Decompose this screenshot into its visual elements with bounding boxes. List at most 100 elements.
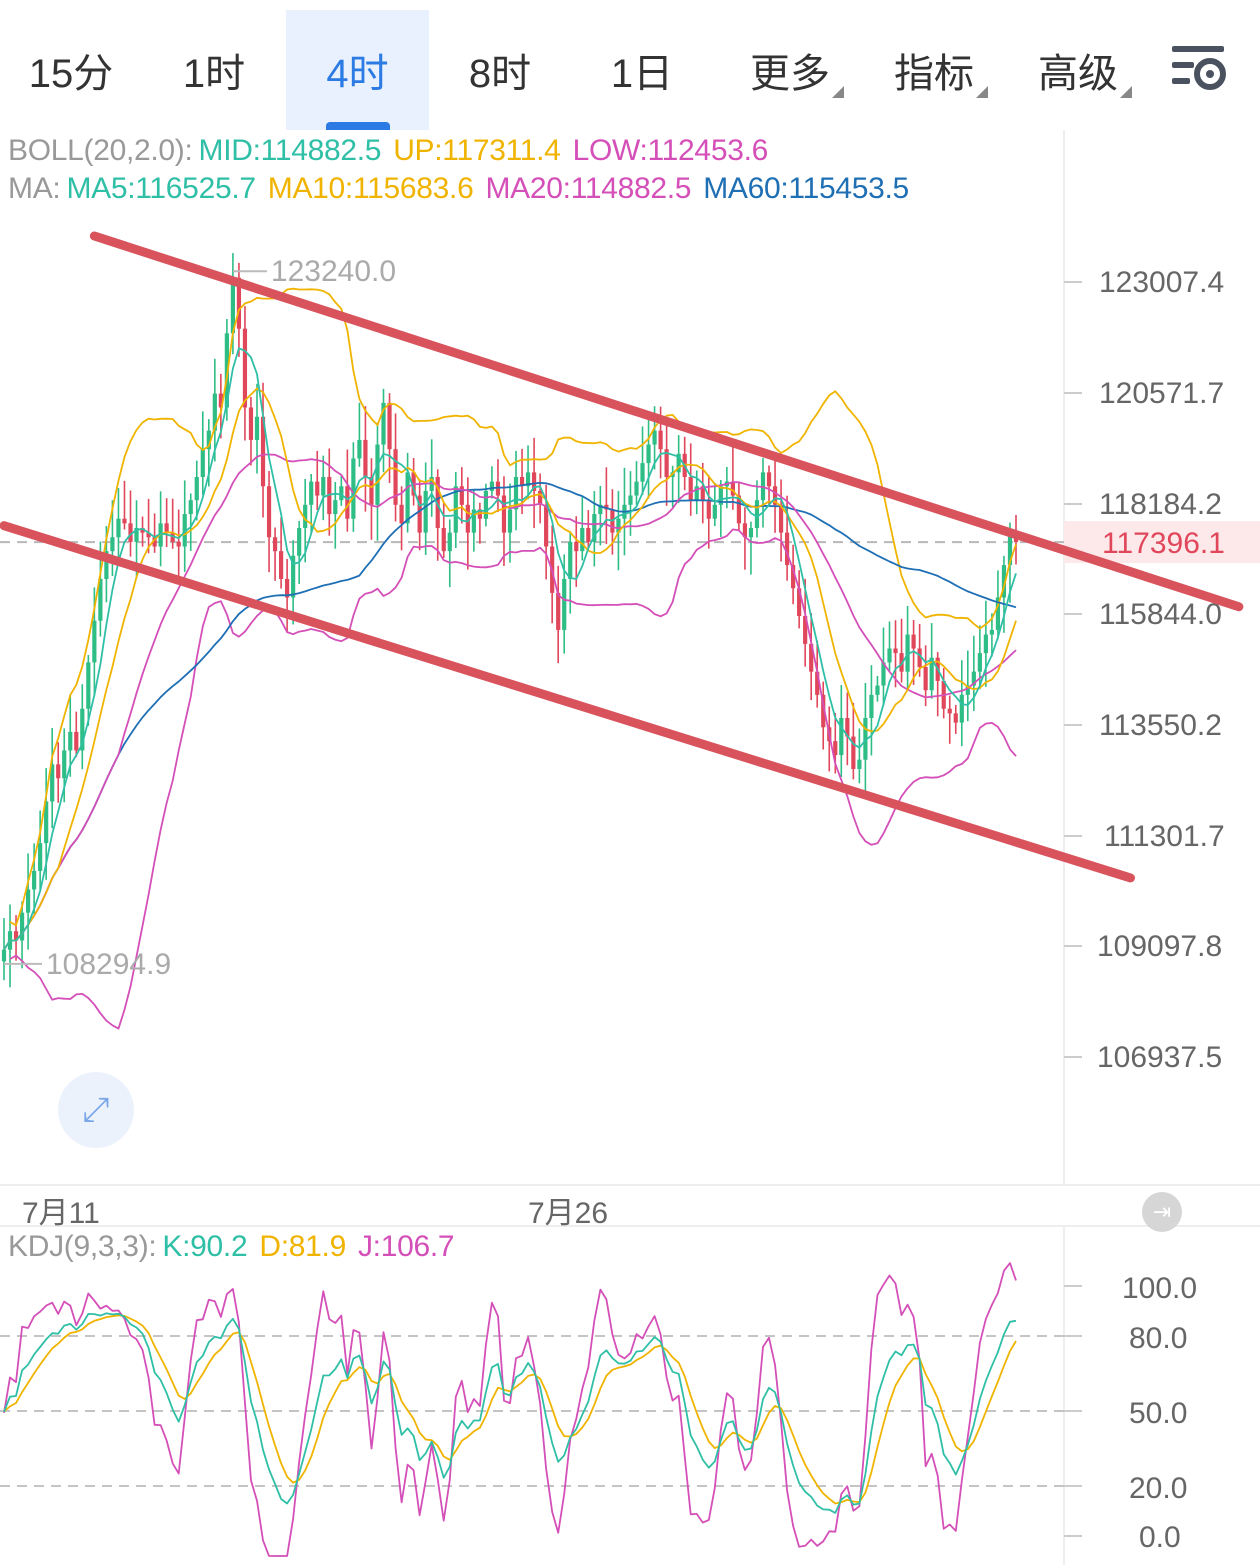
candle-body [688,476,693,501]
candle-body [664,449,669,477]
candle-body [248,407,254,440]
tab-advanced[interactable]: 高级 [1028,10,1132,130]
candle-body [616,518,621,533]
tab-15m[interactable]: 15分 [0,10,142,130]
price-axis: 123007.4 120571.7 118184.2 115844.0 1135… [1064,266,1225,1074]
ma-label: MA: [8,172,61,205]
boll-mid: MID:114882.5 [198,134,382,167]
candle-body [1,949,7,962]
candle-body [345,486,350,519]
tab-label: 高级 [1038,52,1118,96]
tab-8h[interactable]: 8时 [429,10,571,130]
tab-1d[interactable]: 1日 [571,10,713,130]
indicator-lines [3,287,1017,1030]
candle-body [74,731,79,751]
candle-body [947,708,952,714]
candle-body [381,402,386,445]
candle-body [658,430,663,450]
candle-body [110,537,115,552]
candle-body [845,718,850,737]
candle-body [242,328,248,408]
candle-body [285,578,290,598]
candle-body [266,486,272,538]
expand-arrows-icon: ⤢ [82,1090,110,1129]
candle-body [917,648,922,668]
candle-body [706,500,711,519]
price-tick: 115844.0 [1099,598,1222,631]
candle-body [766,472,772,487]
candle-body [965,685,970,695]
candle-body [471,509,476,533]
candle-body [236,277,242,329]
price-tick: 118184.2 [1099,488,1222,521]
candle-body [983,634,988,654]
jump-to-latest-button[interactable]: ⇥ [1142,1192,1182,1232]
candle-body [224,333,229,408]
candle-body [393,449,398,505]
tab-indicators[interactable]: 指标 [884,10,988,130]
candle-body [791,565,796,589]
boll-label: BOLL(20,2.0): [8,134,193,167]
candle-body [519,476,525,487]
lower-channel-line [0,521,1135,883]
candle-body [489,481,495,491]
candle-body [104,551,109,579]
candle-body [809,643,814,672]
kdj-tick: 80.0 [1129,1322,1187,1355]
candle-body [423,490,428,533]
kdj-d-line [3,1314,1017,1505]
candle-body [315,481,320,496]
candle-body [676,453,681,473]
tab-label: 1日 [610,52,674,96]
candle-body [447,532,452,552]
low-price-label: 108294.9 [46,948,171,981]
ma5-value: MA5:116525.7 [66,172,256,205]
candle-body [278,551,284,579]
candle-body [977,653,982,672]
candle-body [803,616,808,644]
candle-body [44,801,49,844]
candle-body [13,931,19,941]
candle-body [351,458,356,519]
candle-body [730,481,735,496]
price-tick: 123007.4 [1099,266,1224,299]
candle-body [815,671,820,695]
tab-label: 15分 [28,52,114,96]
candle-body [525,472,531,487]
boll-upper-line [9,287,1017,927]
expand-chart-button[interactable]: ⤢ [58,1072,134,1148]
candlesticks [1,253,1019,988]
price-chart[interactable]: 123007.4 120571.7 118184.2 115844.0 1135… [0,130,1260,1565]
candle-body [56,764,61,779]
candle-body [568,541,573,579]
candle-body [748,527,754,538]
candle-body [218,393,223,408]
candle-body [628,495,633,505]
candle-body [483,490,489,519]
candle-body [736,495,742,524]
candle-body [778,504,784,533]
candle-body [134,527,139,542]
ma10-line [3,387,1017,951]
tab-1h[interactable]: 1时 [142,10,286,130]
chart-settings-icon[interactable] [1168,40,1232,96]
price-tick: 109097.8 [1097,930,1222,963]
candle-body [369,476,374,505]
candle-body [182,514,187,547]
low-marker: 108294.9 [4,948,171,981]
candle-body [417,495,422,533]
ma60-value: MA60:115453.5 [703,172,909,205]
dropdown-corner-icon [832,86,844,98]
ma10-value: MA10:115683.6 [267,172,474,205]
candle-body [538,490,543,505]
candle-body [875,685,880,695]
candle-body [929,657,934,691]
candle-body [140,527,145,533]
tab-4h[interactable]: 4时 [286,10,429,130]
candle-body [321,476,326,496]
candle-body [25,889,31,913]
candle-body [598,504,603,515]
kdj-tick: 20.0 [1129,1472,1187,1505]
tab-more[interactable]: 更多 [740,10,844,130]
candle-body [206,430,211,450]
